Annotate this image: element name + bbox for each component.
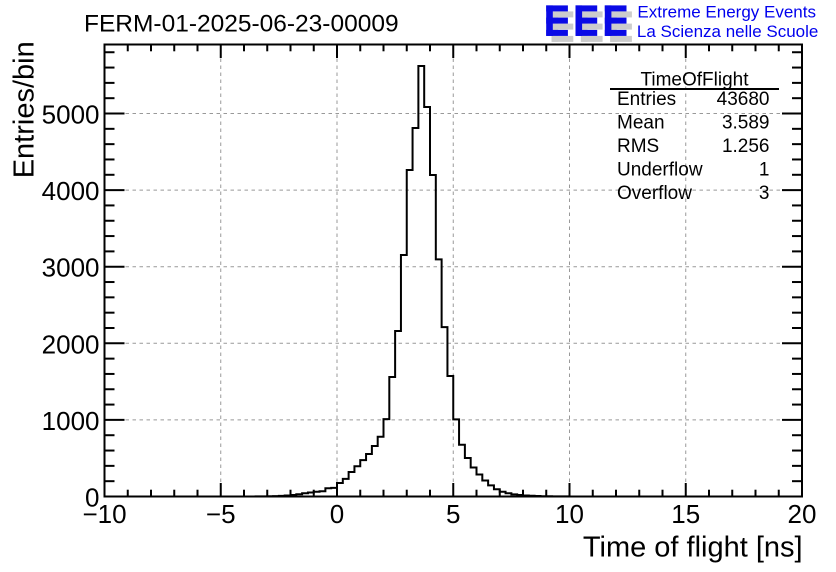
svg-text:RMS: RMS	[617, 136, 659, 157]
svg-text:1000: 1000	[42, 406, 100, 436]
svg-text:−10: −10	[82, 499, 126, 529]
svg-text:Underflow: Underflow	[617, 159, 703, 180]
svg-text:3: 3	[759, 183, 770, 204]
svg-text:Overflow: Overflow	[617, 183, 692, 204]
svg-text:Time of flight [ns]: Time of flight [ns]	[583, 531, 803, 563]
svg-text:0: 0	[85, 483, 99, 513]
svg-text:FERM-01-2025-06-23-00009: FERM-01-2025-06-23-00009	[84, 11, 399, 38]
svg-text:−5: −5	[206, 499, 236, 529]
svg-text:5000: 5000	[42, 100, 100, 130]
svg-text:10: 10	[555, 499, 584, 529]
svg-text:43680: 43680	[717, 89, 770, 110]
svg-text:Extreme Energy Events: Extreme Energy Events	[637, 2, 816, 21]
svg-text:20: 20	[788, 499, 817, 529]
svg-text:1: 1	[759, 159, 770, 180]
svg-text:3.589: 3.589	[722, 113, 770, 134]
svg-text:3000: 3000	[42, 253, 100, 283]
svg-text:4000: 4000	[42, 176, 100, 206]
svg-text:Entries: Entries	[617, 89, 676, 110]
svg-text:La Scienza nelle Scuole: La Scienza nelle Scuole	[637, 22, 818, 41]
svg-text:2000: 2000	[42, 329, 100, 359]
svg-text:0: 0	[330, 499, 344, 529]
svg-text:TimeOfFlight: TimeOfFlight	[640, 69, 749, 90]
svg-text:Mean: Mean	[617, 113, 665, 134]
svg-text:1.256: 1.256	[722, 136, 770, 157]
svg-text:15: 15	[671, 499, 700, 529]
svg-text:5: 5	[446, 499, 460, 529]
svg-text:Entries/bin: Entries/bin	[9, 41, 41, 178]
